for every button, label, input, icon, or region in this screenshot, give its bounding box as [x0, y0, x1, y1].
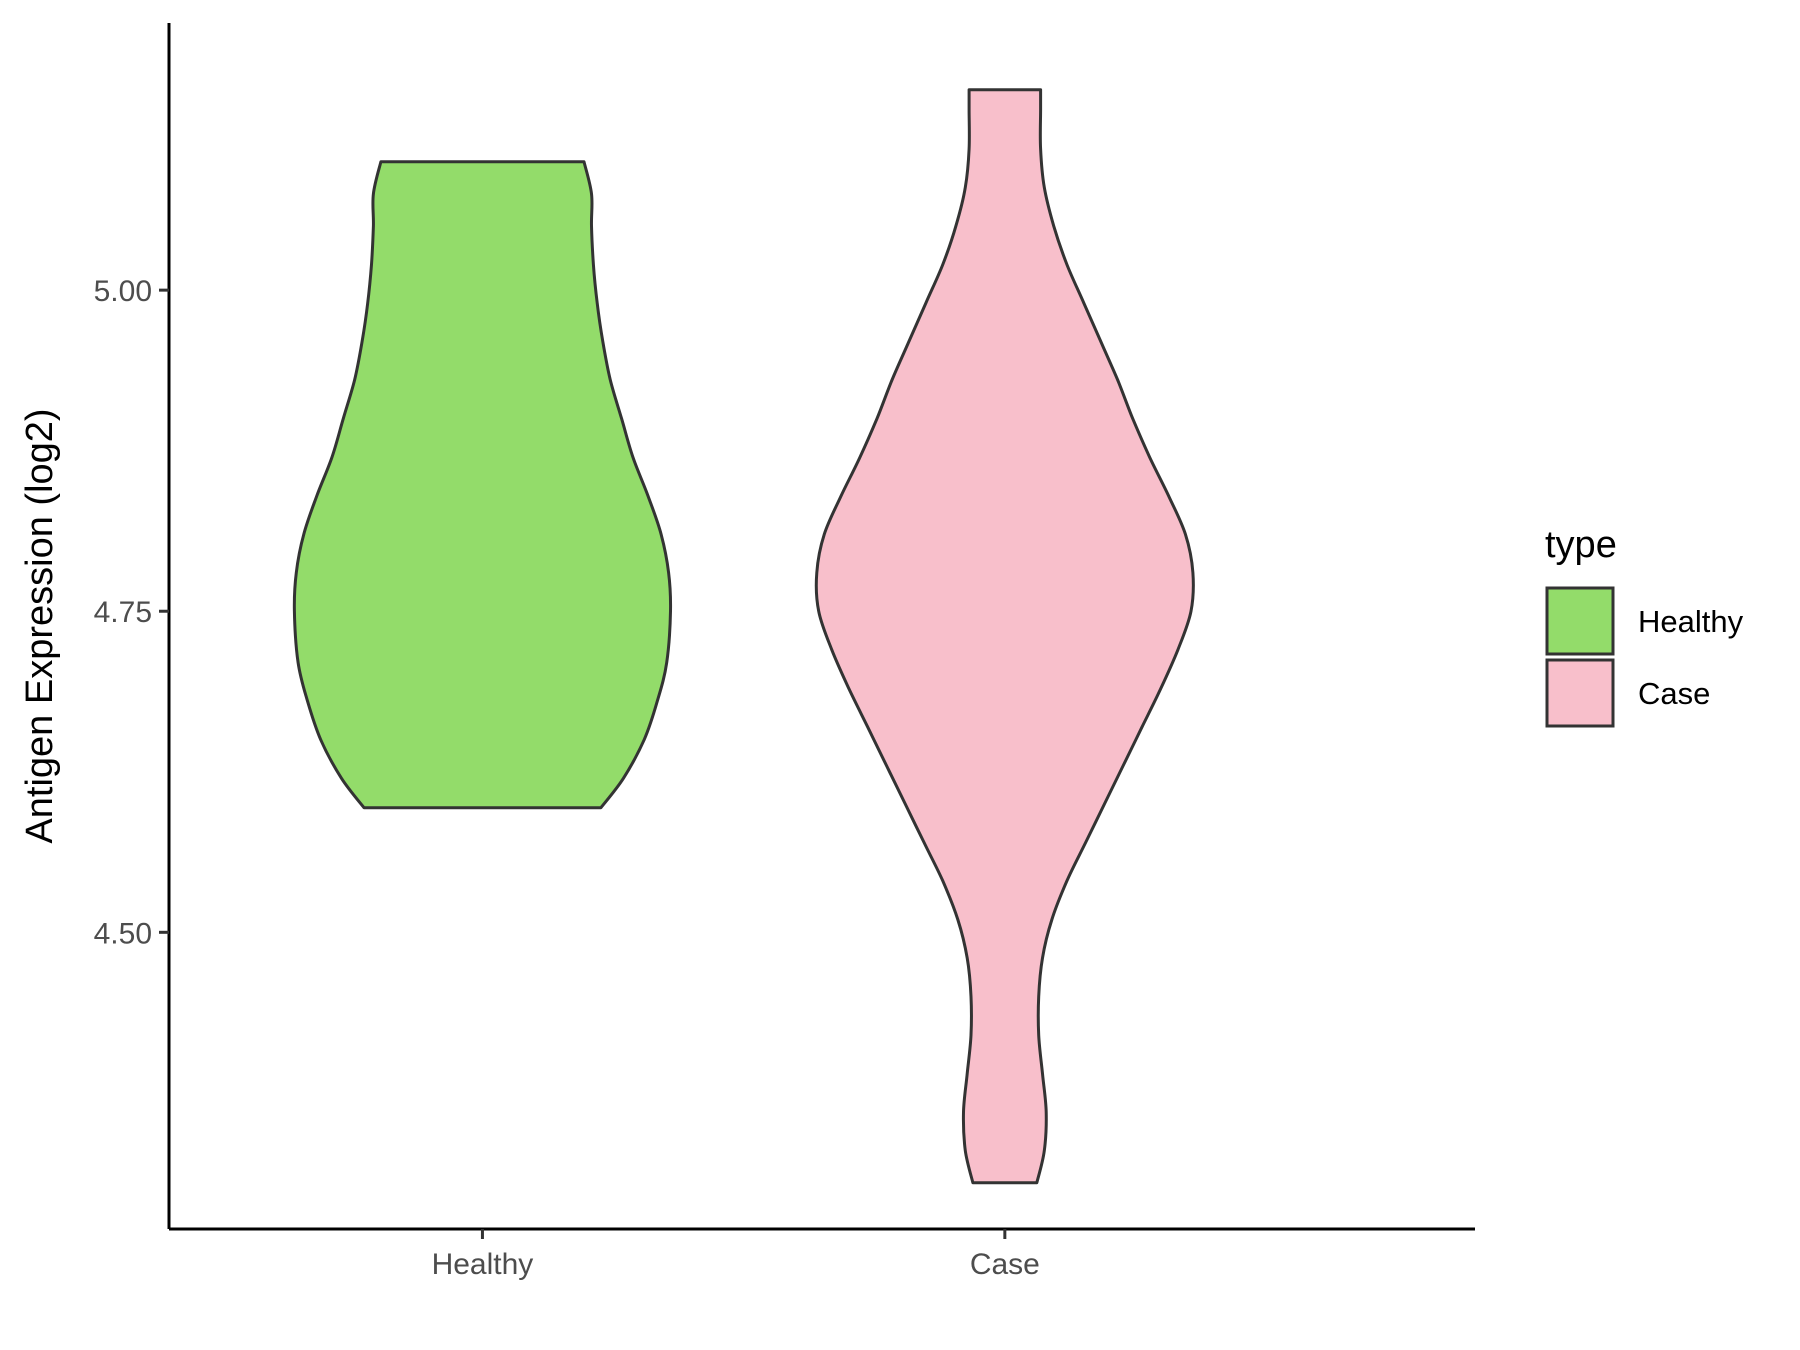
legend-key-healthy — [1545, 586, 1615, 656]
violin-healthy — [292, 160, 673, 810]
legend-title: type — [1545, 524, 1617, 566]
x-tick-label: Case — [970, 1248, 1040, 1281]
y-axis-ticks: 4.50 4.75 5.00 — [94, 275, 169, 950]
x-axis-ticks: Healthy Case — [432, 1229, 1040, 1281]
y-tick-label: 5.00 — [94, 275, 152, 308]
y-tick-label: 4.75 — [94, 596, 152, 629]
violins-layer — [292, 88, 1195, 1185]
y-axis-title: Antigen Expression (log2) — [19, 408, 61, 843]
violin-case — [814, 88, 1195, 1185]
legend-label-healthy: Healthy — [1638, 604, 1744, 639]
legend: type Healthy Case — [1545, 524, 1744, 728]
legend-key-case — [1545, 658, 1615, 728]
legend-entries: Healthy Case — [1545, 586, 1744, 728]
legend-label-case: Case — [1638, 676, 1710, 711]
y-tick-label: 4.50 — [94, 917, 152, 950]
x-tick-label: Healthy — [432, 1248, 534, 1281]
